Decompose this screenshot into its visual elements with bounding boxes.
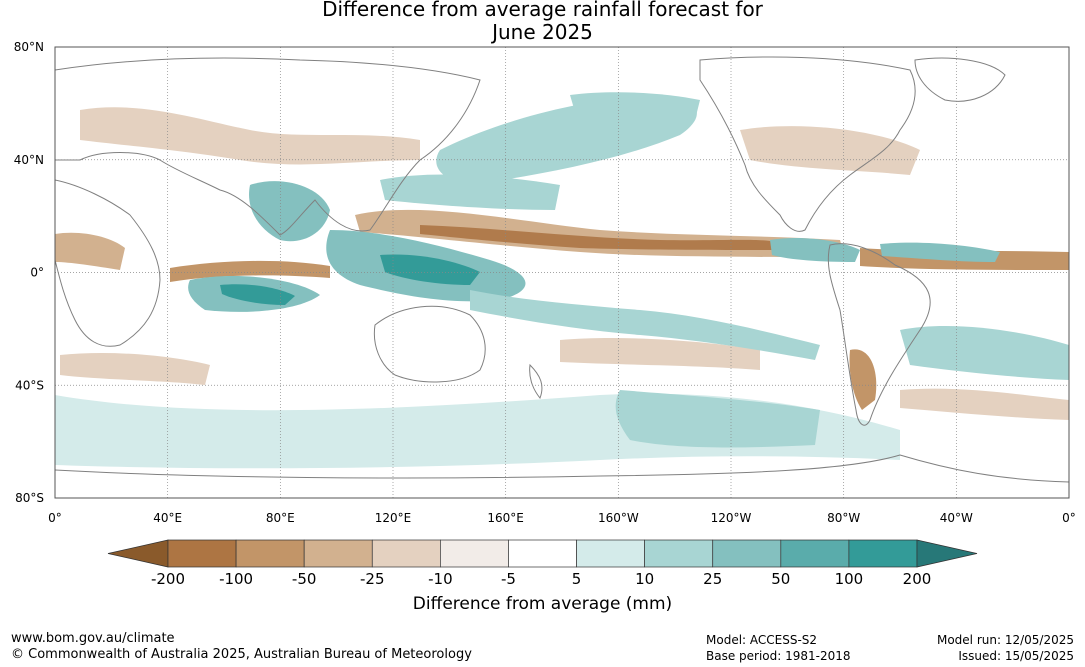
wet-atlantic-itcz <box>880 242 1000 262</box>
coast-south-america <box>827 243 931 426</box>
colorbar-tick-label: -50 <box>292 570 317 588</box>
lon-tick-label: 0° <box>1062 511 1076 525</box>
colorbar-tick-label: -200 <box>151 570 185 588</box>
colorbar-bin <box>508 539 577 568</box>
coast-new-zealand <box>529 363 543 399</box>
coast-australia <box>373 305 486 383</box>
dry-equatorial-indian <box>170 260 330 282</box>
dry-south-atlantic <box>900 388 1069 420</box>
wet-north-pacific <box>436 95 697 185</box>
wet-south-atlantic <box>900 325 1069 380</box>
footer-model-run: Model run: 12/05/2025 <box>936 633 1074 647</box>
map-area: 80°N 40°N 0° 40°S 80°S 0° 40°E 80°E 120°E 160°E 1… <box>14 40 1076 525</box>
footer-website[interactable]: www.bom.gov.au/climate <box>11 631 175 646</box>
coast-africa <box>55 179 161 347</box>
lon-tick-label: 120°E <box>375 511 412 525</box>
lon-tick-label: 80°W <box>827 511 860 525</box>
colorbar-bin <box>644 539 714 568</box>
colorbar-bin <box>303 539 373 568</box>
wet-north-pacific-west <box>380 174 560 210</box>
wet-southern-ocean-pacific <box>615 390 820 448</box>
footer-model-info: Model: ACCESS-S2 Base period: 1981-2018 <box>706 632 851 664</box>
colorbar-tick-label: -10 <box>428 570 453 588</box>
colorbar-bin <box>780 539 850 568</box>
dry-south-america-south <box>849 349 877 410</box>
colorbar-tick-label: 25 <box>703 570 722 588</box>
coastlines <box>55 56 1069 483</box>
dry-band-core <box>420 225 775 250</box>
colorbar-tick-label: 200 <box>903 570 932 588</box>
lon-tick-label: 80°E <box>266 511 295 525</box>
colorbar-bin <box>235 539 305 568</box>
lon-tick-label: 160°W <box>598 511 639 525</box>
coast-north-america <box>699 56 916 232</box>
wet-south-pacific-convergence <box>470 290 820 360</box>
colorbar-tick-label: -25 <box>360 570 385 588</box>
dry-north-america <box>740 126 920 175</box>
title-line-1: Difference from average rainfall forecas… <box>322 0 763 21</box>
lat-tick-label: 40°S <box>15 378 44 392</box>
map-frame <box>54 46 1070 499</box>
colorbar-tick-label: 100 <box>835 570 864 588</box>
dry-south-pacific <box>560 338 760 370</box>
colorbar-bin <box>576 539 645 568</box>
lon-tick-label: 160°E <box>487 511 524 525</box>
lat-tick-label: 0° <box>30 266 44 280</box>
anomaly-fields <box>55 92 1069 469</box>
title-line-2: June 2025 <box>492 20 593 44</box>
colorbar-tick-label: 10 <box>635 570 654 588</box>
lon-tick-label: 0° <box>48 511 62 525</box>
footer-base-period: Base period: 1981-2018 <box>706 649 851 663</box>
wet-arctic-pacific <box>570 92 700 120</box>
lat-tick-label: 40°N <box>14 153 44 167</box>
colorbar-extend-low <box>107 539 169 568</box>
coast-eurasia <box>55 57 481 236</box>
colorbar: -200 -100 -50 -25 -10 -5 5 10 25 50 100 200 <box>107 539 978 588</box>
colorbar-bin <box>848 539 918 568</box>
wet-indian-core <box>220 284 295 305</box>
latitude-labels: 80°N 40°N 0° 40°S 80°S <box>14 40 44 505</box>
colorbar-label: Difference from average (mm) <box>412 594 673 614</box>
footer-copyright: © Commonwealth of Australia 2025, Austra… <box>11 647 472 662</box>
footer-left: www.bom.gov.au/climate © Commonwealth of… <box>11 631 472 663</box>
dry-south-indian <box>60 353 210 385</box>
chart-title: Difference from average rainfall forecas… <box>0 0 1085 44</box>
colorbar-tick-label: 50 <box>771 570 790 588</box>
coast-antarctica <box>55 454 1069 483</box>
longitude-labels: 0° 40°E 80°E 120°E 160°E 160°W 120°W 80°W 40°W 0° <box>48 511 1076 525</box>
dry-africa-west <box>55 232 125 270</box>
lat-tick-label: 80°S <box>15 491 44 505</box>
colorbar-tick-label: -5 <box>501 570 516 588</box>
lon-tick-label: 40°W <box>940 511 973 525</box>
colorbar-tick-label: -100 <box>219 570 253 588</box>
footer-issued: Issued: 15/05/2025 <box>958 649 1074 663</box>
colorbar-extend-high <box>916 539 978 568</box>
coast-greenland <box>914 57 1006 102</box>
footer-model: Model: ACCESS-S2 <box>706 633 818 647</box>
colorbar-bin <box>371 539 441 568</box>
footer-run-info: Model run: 12/05/2025 Issued: 15/05/2025 <box>937 632 1074 664</box>
colorbar-bin <box>167 539 237 568</box>
wet-bay-of-bengal <box>249 181 330 242</box>
colorbar-tick-label: 5 <box>572 570 582 588</box>
gridlines <box>55 47 1069 498</box>
lat-tick-label: 80°N <box>14 40 44 54</box>
lon-tick-label: 120°W <box>711 511 752 525</box>
colorbar-bin <box>440 539 509 568</box>
colorbar-bin <box>712 539 782 568</box>
lon-tick-label: 40°E <box>153 511 182 525</box>
dry-asia-midlat <box>80 107 420 165</box>
wet-maritime-core <box>380 254 480 285</box>
